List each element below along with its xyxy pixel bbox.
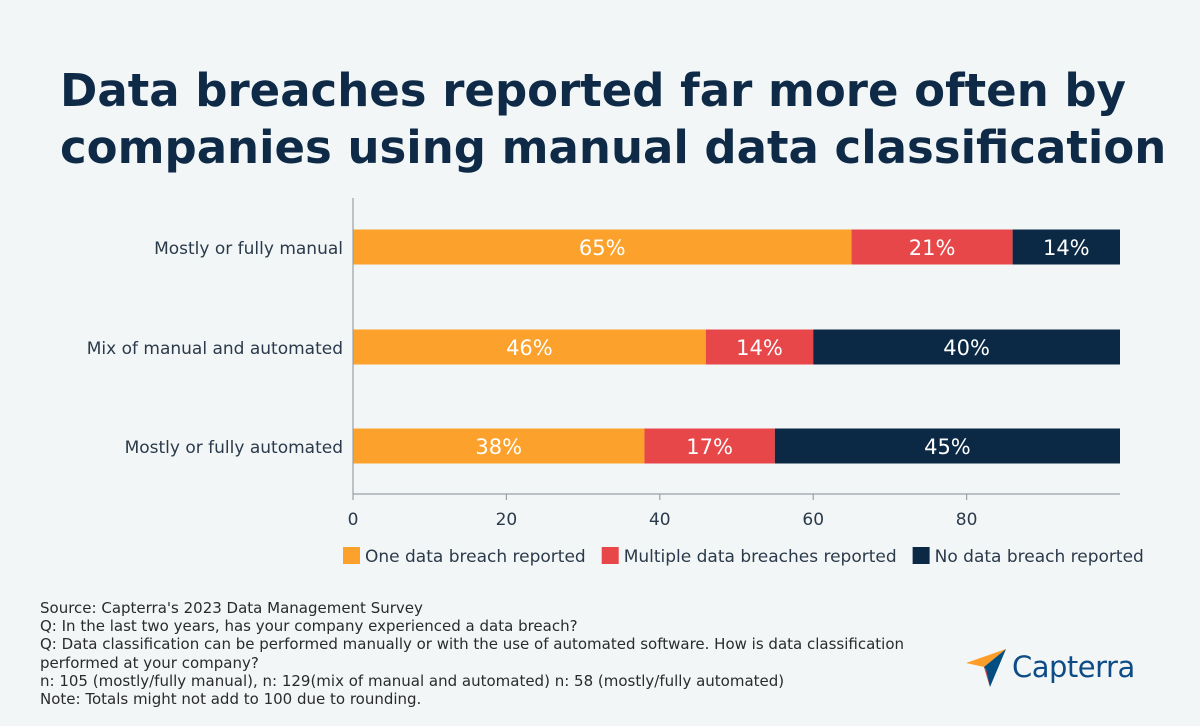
- footer-question-2: Q: Data classification can be performed …: [40, 635, 905, 672]
- bar-segment: [813, 329, 1120, 365]
- category-label: Mix of manual and automated: [87, 339, 343, 359]
- x-tick-label: 80: [956, 510, 978, 530]
- bar-segment: [851, 229, 1013, 265]
- legend-label: No data breach reported: [935, 547, 1144, 567]
- footer-sample-sizes: n: 105 (mostly/fully manual), n: 129(mix…: [40, 671, 785, 690]
- chart-footer-notes: Source: Capterra's 2023 Data Management …: [40, 599, 940, 708]
- bar-segment: [774, 428, 1120, 464]
- chart-title: Data breaches reported far more often by…: [60, 62, 1180, 176]
- capterra-logo[interactable]: Capterra: [966, 645, 1135, 689]
- x-tick-label: 40: [649, 510, 671, 530]
- legend-label: Multiple data breaches reported: [624, 547, 897, 567]
- bar-segment: [353, 329, 706, 365]
- x-tick-label: 60: [802, 510, 824, 530]
- bar-value-label: 46%: [506, 336, 553, 360]
- footer-note: Note: Totals might not add to 100 due to…: [40, 690, 422, 709]
- capterra-arrow-icon: [966, 649, 1006, 687]
- bar-value-label: 65%: [579, 236, 626, 260]
- legend-swatch: [343, 547, 360, 564]
- bar-value-label: 45%: [924, 435, 971, 459]
- bar-segment: [353, 428, 645, 464]
- legend-swatch: [601, 547, 619, 564]
- footer-source: Source: Capterra's 2023 Data Management …: [40, 599, 423, 617]
- legend-label: One data breach reported: [365, 547, 586, 567]
- x-tick-label: 20: [496, 510, 518, 530]
- bar-value-label: 17%: [686, 435, 733, 459]
- x-tick-label: 0: [348, 510, 359, 530]
- category-label: Mostly or fully manual: [154, 239, 343, 259]
- category-label: Mostly or fully automated: [125, 438, 343, 458]
- bar-segment: [1012, 229, 1120, 265]
- bar-value-label: 40%: [943, 336, 990, 360]
- bar-value-label: 38%: [475, 435, 522, 459]
- chart-title-line-1: Data breaches reported far more often by: [60, 64, 1126, 117]
- chart-title-line-2: companies using manual data classificati…: [60, 121, 1167, 174]
- footer-question-1: Q: In the last two years, has your compa…: [40, 617, 578, 636]
- bar-segment: [705, 329, 814, 365]
- bar-value-label: 21%: [909, 236, 956, 260]
- capterra-wordmark: Capterra: [1012, 650, 1135, 684]
- bar-value-label: 14%: [1043, 236, 1090, 260]
- bar-segment: [353, 229, 852, 265]
- bar-value-label: 14%: [736, 336, 783, 360]
- stacked-bar-chart: 65% 21% 14% Mostly or fully manual 46% 14% 40%…: [87, 198, 1144, 567]
- legend-swatch: [912, 547, 930, 564]
- bar-segment: [644, 428, 775, 464]
